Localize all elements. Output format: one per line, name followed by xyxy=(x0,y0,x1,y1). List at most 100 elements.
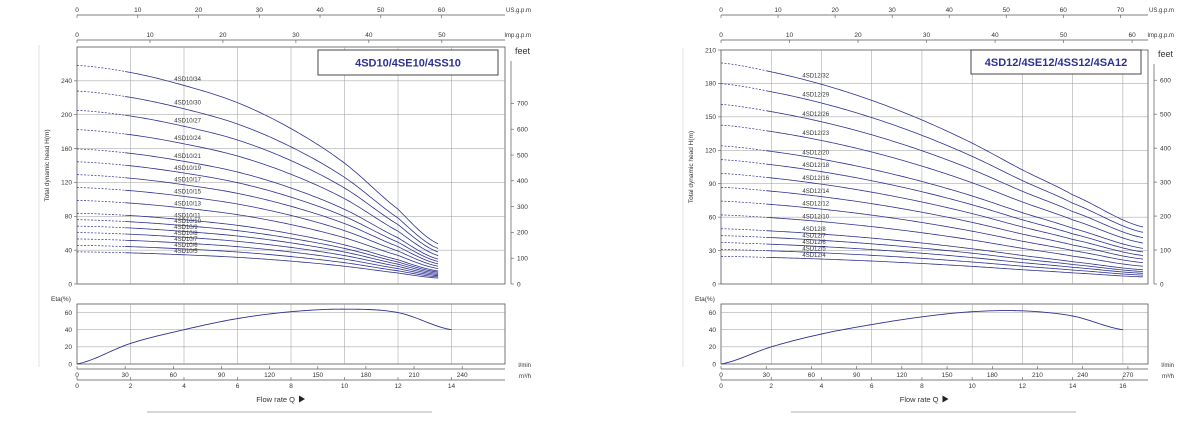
impgpm-scale-label-4: 40 xyxy=(365,32,373,39)
series-label-4SD10/15: 4SD10/15 xyxy=(174,190,201,196)
m3h-scale-label-8: 16 xyxy=(1119,383,1127,390)
head-curve-4SD12/18 xyxy=(766,163,1144,253)
head-curve-4SD12/20 xyxy=(766,150,1144,249)
head-curve-4SD10/15 xyxy=(125,189,439,267)
m3h-scale-label-1: 2 xyxy=(769,383,773,390)
ytick-label-1: 40 xyxy=(65,247,73,254)
m3h-scale-unit: m³/h xyxy=(519,374,531,380)
lmin-scale-label-8: 240 xyxy=(1077,372,1088,379)
head-curve-4SD12/12 xyxy=(766,203,1144,264)
head-curve-4SD12/23 xyxy=(766,130,1144,244)
impgpm-scale-label-4: 40 xyxy=(991,32,999,39)
lmin-scale-label-3: 90 xyxy=(218,372,226,379)
lmin-scale-label-6: 180 xyxy=(987,372,998,379)
series-label-4SD12/20: 4SD12/20 xyxy=(802,150,829,156)
head-curve-4SD10/7 xyxy=(125,239,439,277)
head-curve-4SD12/6 xyxy=(766,243,1143,274)
m3h-scale-label-4: 8 xyxy=(920,383,924,390)
series-label-4SD12/5: 4SD12/5 xyxy=(802,246,826,252)
head-curve-4SD12/7 xyxy=(766,236,1144,272)
feet-tick-label-5: 500 xyxy=(517,152,528,159)
feet-tick-label-3: 300 xyxy=(1160,179,1171,186)
impgpm-scale-label-5: 50 xyxy=(438,32,446,39)
head-curve-4SD12/10 xyxy=(766,216,1144,267)
series-label-4SD10/21: 4SD10/21 xyxy=(174,154,201,160)
usgpm-scale-label-4: 40 xyxy=(946,7,954,14)
ytick-label-0: 0 xyxy=(712,281,716,288)
head-curve-4SD10/10 xyxy=(125,221,439,273)
series-label-4SD12/16: 4SD12/16 xyxy=(802,176,829,182)
head-curve-shutoff-4SD10/15 xyxy=(76,187,126,191)
ytick-label-3: 90 xyxy=(709,181,717,188)
impgpm-scale-label-1: 10 xyxy=(786,32,794,39)
eta-tick-label-2: 40 xyxy=(65,327,73,334)
head-curve-shutoff-4SD12/6 xyxy=(720,242,767,245)
lmin-scale-label-7: 210 xyxy=(1032,372,1043,379)
feet-tick-label-3: 300 xyxy=(517,204,528,211)
series-label-4SD10/7: 4SD10/7 xyxy=(174,237,198,243)
feet-tick-label-2: 200 xyxy=(1160,213,1171,220)
m3h-scale-label-7: 14 xyxy=(448,383,456,390)
feet-tick-label-5: 500 xyxy=(1160,111,1171,118)
eta-curve xyxy=(720,310,1123,365)
flow-rate-title: Flow rate Q xyxy=(900,395,939,404)
head-curve-shutoff-4SD10/10 xyxy=(76,219,126,222)
lmin-scale-label-5: 150 xyxy=(942,372,953,379)
ytick-label-4: 120 xyxy=(705,148,716,155)
feet-tick-label-4: 400 xyxy=(517,178,528,185)
series-label-4SD10/10: 4SD10/10 xyxy=(174,219,201,225)
head-plot-frame xyxy=(720,49,1149,285)
series-label-4SD10/6: 4SD10/6 xyxy=(174,243,198,249)
head-curve-shutoff-4SD12/8 xyxy=(720,228,767,232)
head-curve-shutoff-4SD10/9 xyxy=(76,225,126,229)
usgpm-scale-label-5: 50 xyxy=(1003,7,1011,14)
head-curve-4SD10/9 xyxy=(125,227,439,274)
series-label-4SD10/30: 4SD10/30 xyxy=(174,101,201,107)
feet-tick-label-7: 700 xyxy=(517,101,528,108)
feet-tick-label-4: 400 xyxy=(1160,145,1171,152)
m3h-scale-label-6: 12 xyxy=(1019,383,1027,390)
usgpm-scale-label-6: 60 xyxy=(438,7,446,14)
usgpm-scale-label-5: 50 xyxy=(377,7,385,14)
usgpm-scale-label-3: 30 xyxy=(256,7,264,14)
head-curve-shutoff-4SD12/4 xyxy=(720,256,767,258)
flow-rate-title: Flow rate Q xyxy=(256,395,295,404)
impgpm-scale-unit: Imp.g.p.m xyxy=(504,33,531,39)
head-curve-4SD12/29 xyxy=(766,90,1144,233)
ytick-label-2: 60 xyxy=(709,214,717,221)
eta-tick-label-0: 0 xyxy=(68,361,72,368)
head-curve-4SD10/13 xyxy=(125,202,439,269)
model-title-box xyxy=(970,49,1142,75)
series-label-4SD10/13: 4SD10/13 xyxy=(174,201,201,207)
head-curve-4SD12/26 xyxy=(766,110,1144,239)
m3h-scale-label-2: 4 xyxy=(820,383,824,390)
impgpm-scale-label-3: 30 xyxy=(923,32,931,39)
flow-arrow-icon xyxy=(942,395,949,403)
lmin-scale-label-3: 90 xyxy=(853,372,861,379)
head-curve-4SD10/24 xyxy=(125,133,439,256)
impgpm-scale-label-5: 50 xyxy=(1060,32,1068,39)
feet-tick-label-2: 200 xyxy=(517,230,528,237)
head-axis-title: Total dynamic head H(m) xyxy=(688,131,695,203)
ytick-label-6: 240 xyxy=(61,78,72,85)
impgpm-scale-unit: Imp.g.p.m xyxy=(1147,33,1174,39)
ytick-label-5: 200 xyxy=(61,112,72,119)
m3h-scale-label-6: 12 xyxy=(394,383,402,390)
head-curve-4SD10/21 xyxy=(125,152,439,260)
lmin-scale-label-2: 60 xyxy=(170,372,178,379)
eta-plot-frame xyxy=(720,303,1149,365)
usgpm-scale-label-6: 60 xyxy=(1060,7,1068,14)
head-axis-title: Total dynamic head H(m) xyxy=(44,129,51,201)
impgpm-scale-label-6: 60 xyxy=(1128,32,1136,39)
usgpm-scale-label-3: 30 xyxy=(889,7,897,14)
ytick-label-4: 160 xyxy=(61,146,72,153)
eta-tick-label-3: 60 xyxy=(65,310,73,317)
head-curve-4SD10/19 xyxy=(125,164,439,262)
usgpm-scale-label-0: 0 xyxy=(719,7,723,14)
head-curve-shutoff-4SD10/24 xyxy=(76,129,126,135)
head-curve-shutoff-4SD10/8 xyxy=(76,232,126,235)
series-label-4SD12/6: 4SD12/6 xyxy=(802,240,826,246)
head-curve-4SD10/11 xyxy=(125,214,439,272)
series-label-4SD10/9: 4SD10/9 xyxy=(174,225,198,231)
